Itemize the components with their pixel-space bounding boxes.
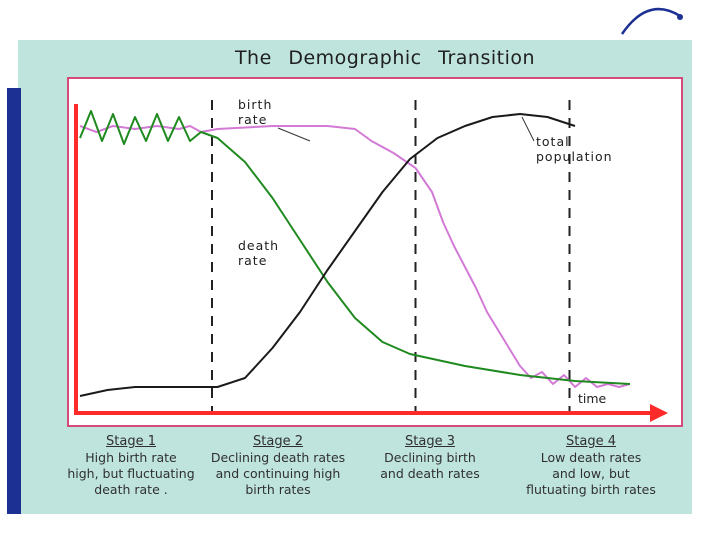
chart-frame bbox=[67, 77, 683, 427]
stage-3-title: Stage 3 bbox=[405, 434, 455, 449]
stage-4-caption: Stage 4 Low death rates and low, but flu… bbox=[510, 434, 672, 498]
stage-1-line-3: death rate . bbox=[94, 482, 168, 497]
series-lines bbox=[79, 110, 631, 397]
x-axis-label: time bbox=[578, 391, 607, 406]
stage-1-line-1: High birth rate bbox=[85, 450, 177, 465]
stage-4-line-1: Low death rates bbox=[540, 450, 642, 465]
stage-4-title: Stage 4 bbox=[566, 434, 616, 449]
chart-title: The Demographic Transition bbox=[234, 47, 536, 69]
stage-4-line-2: and low, but bbox=[552, 466, 630, 481]
stage-2-line-2: and continuing high bbox=[215, 466, 341, 481]
stage-4-line-3: flutuating birth rates bbox=[526, 482, 656, 497]
stage-1-title: Stage 1 bbox=[106, 434, 156, 449]
stage-3-line-1: Declining birth bbox=[384, 450, 476, 465]
series-line-death-rate bbox=[79, 110, 631, 385]
x-axis-arrow-icon bbox=[650, 404, 668, 422]
stage-boundaries bbox=[211, 100, 571, 412]
stage-2-line-1: Declining death rates bbox=[210, 450, 346, 465]
series-line-total-population bbox=[79, 113, 576, 397]
stage-3-caption: Stage 3 Declining birth and death rates bbox=[364, 434, 496, 482]
stage-2-title: Stage 2 bbox=[253, 434, 303, 449]
swoosh-logo-icon bbox=[620, 7, 683, 35]
slide-accent-bar bbox=[7, 88, 21, 514]
series-label-death-rate: death rate bbox=[238, 238, 279, 268]
stage-2-caption: Stage 2 Declining death rates and contin… bbox=[198, 434, 358, 498]
leader-line-birth-rate bbox=[277, 127, 311, 142]
series-label-total-population: total population bbox=[536, 134, 613, 164]
series-label-birth-rate: birth rate bbox=[238, 97, 272, 127]
leader-line-total-population bbox=[521, 116, 535, 142]
stage-3-line-2: and death rates bbox=[380, 466, 480, 481]
series-labels: birth rate death rate total population bbox=[238, 97, 613, 268]
stage-1-caption: Stage 1 High birth rate high, but fluctu… bbox=[52, 434, 210, 498]
stage-2-line-3: birth rates bbox=[245, 482, 311, 497]
stage-1-line-2: high, but fluctuating bbox=[67, 466, 195, 481]
